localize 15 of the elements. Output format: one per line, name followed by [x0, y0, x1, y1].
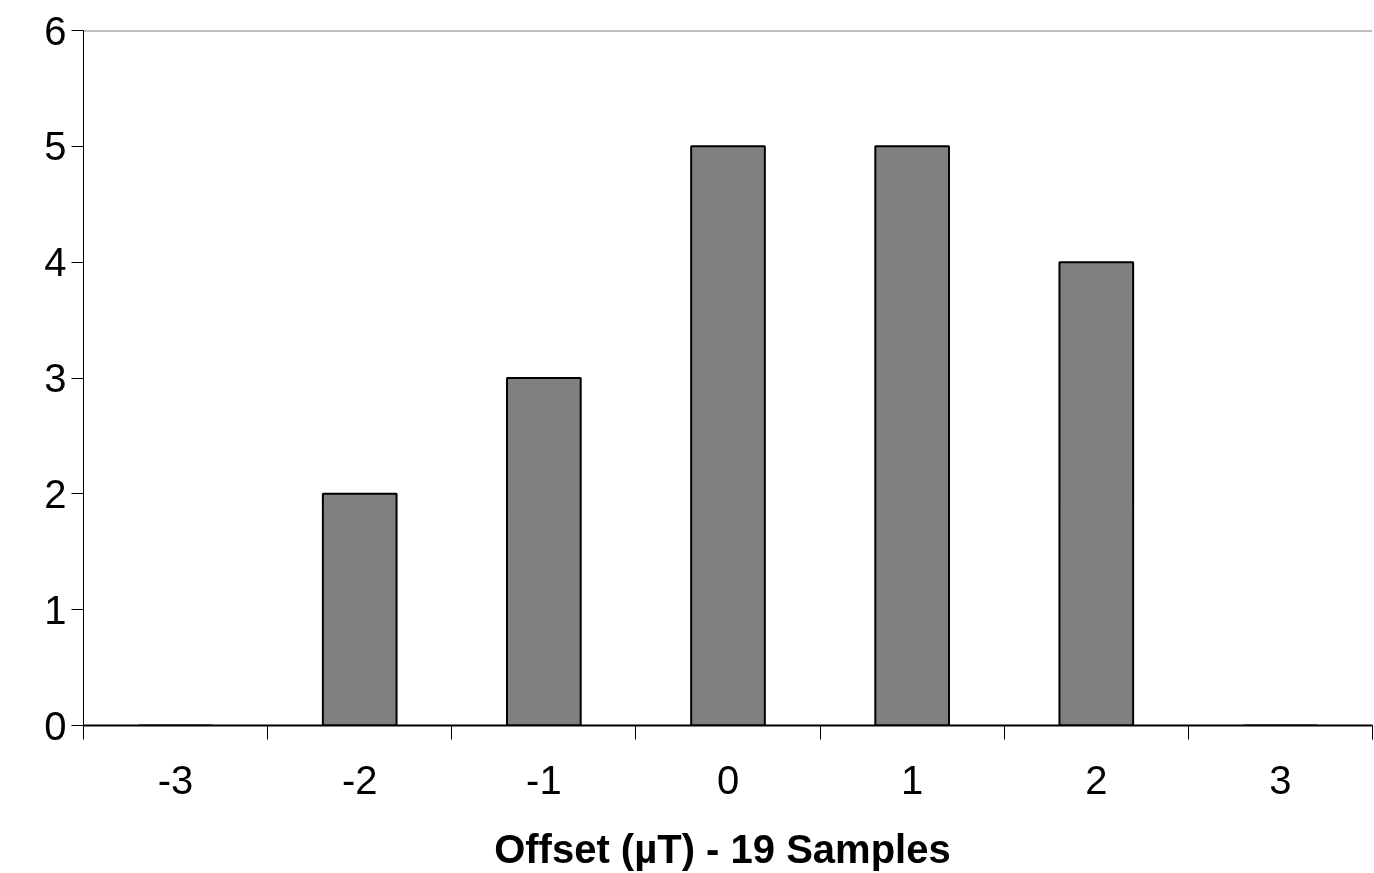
x-tick-label: -2 — [341, 757, 378, 802]
x-tick-label: -1 — [526, 757, 562, 802]
x-tick-label: 1 — [901, 757, 924, 802]
y-tick-label: 0 — [44, 703, 67, 748]
x-tick-label: 2 — [1085, 757, 1108, 802]
x-axis-title: Offset (µT) - 19 Samples — [494, 826, 951, 871]
x-tick-label: 0 — [716, 757, 740, 802]
y-tick-label: 1 — [44, 587, 67, 632]
x-tick-label: -3 — [157, 757, 194, 802]
y-tick-label: 5 — [44, 124, 67, 169]
y-tick-label: 6 — [44, 8, 67, 53]
x-tick-label: 3 — [1269, 757, 1292, 802]
y-tick-label: 3 — [44, 356, 67, 400]
y-tick-label: 2 — [44, 471, 67, 516]
y-tick-label: 4 — [44, 240, 67, 285]
